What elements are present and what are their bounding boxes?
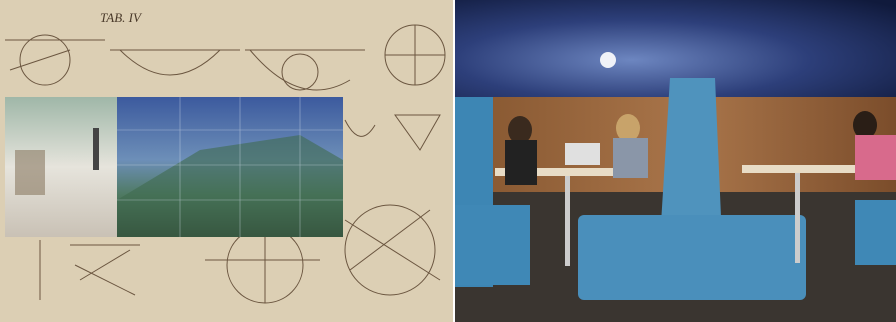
person xyxy=(505,140,537,185)
table xyxy=(495,168,615,176)
person xyxy=(616,114,640,142)
people xyxy=(15,150,45,195)
building-photo xyxy=(5,97,343,237)
table xyxy=(742,165,862,173)
booth-divider xyxy=(660,78,722,240)
building-roof xyxy=(117,135,343,237)
person xyxy=(855,135,896,180)
laptop xyxy=(565,143,600,165)
person xyxy=(613,138,648,178)
table-leg xyxy=(795,173,800,263)
center-bench xyxy=(578,215,806,300)
bench-left xyxy=(455,205,530,285)
table-leg xyxy=(565,176,570,266)
bench-right xyxy=(855,200,896,265)
glass-grid xyxy=(117,97,343,237)
lounge-photo xyxy=(455,0,896,322)
person xyxy=(508,116,532,144)
star xyxy=(600,52,616,68)
person xyxy=(93,128,99,170)
person xyxy=(853,111,877,139)
manuscript-title: TAB. IV xyxy=(100,10,143,25)
geometry-drawings xyxy=(5,24,446,304)
